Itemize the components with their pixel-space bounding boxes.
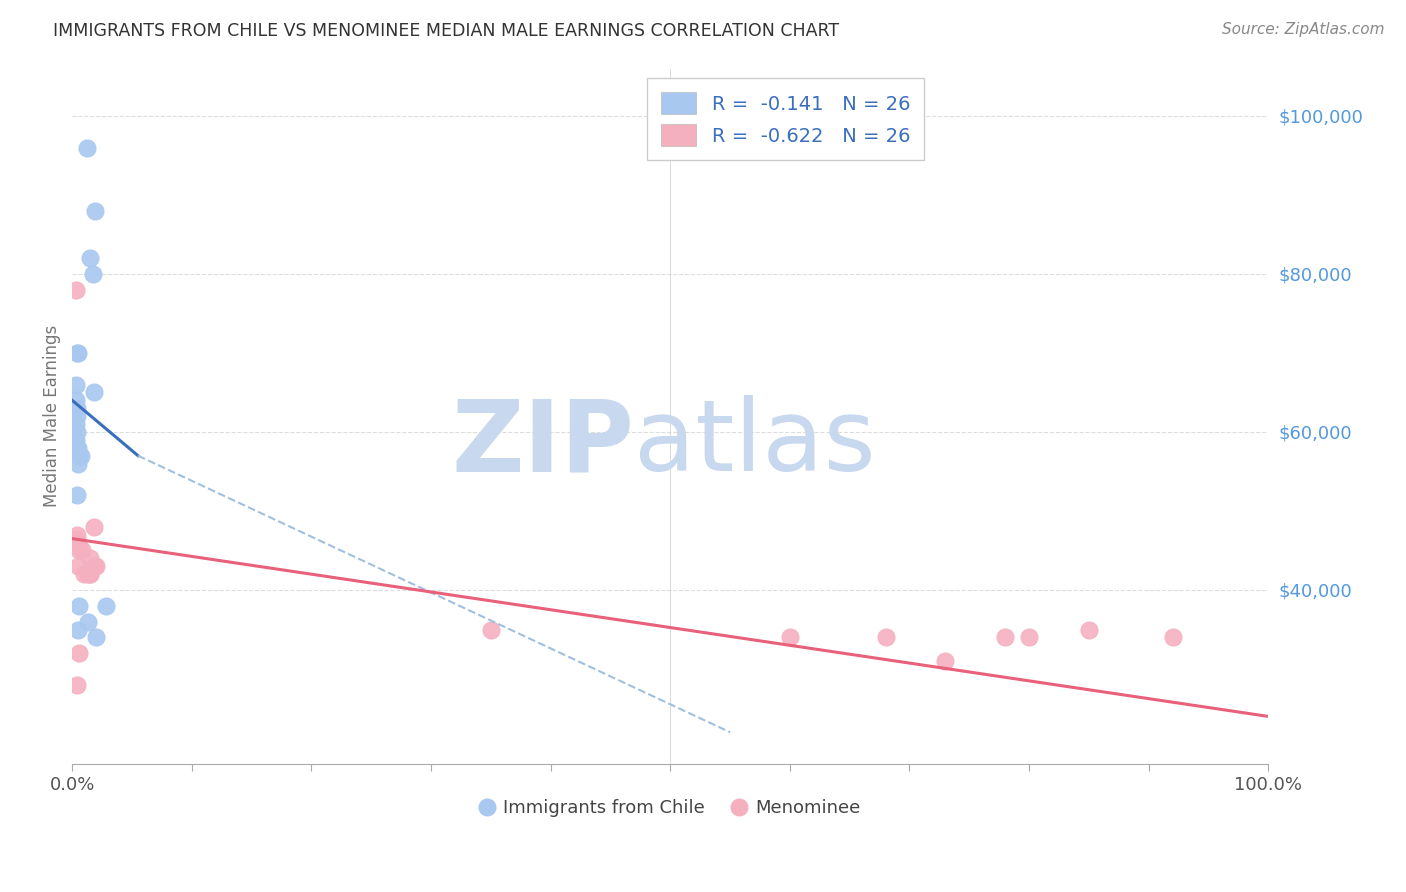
Point	[67, 599, 90, 613]
Text: IMMIGRANTS FROM CHILE VS MENOMINEE MEDIAN MALE EARNINGS CORRELATION CHART: IMMIGRANTS FROM CHILE VS MENOMINEE MEDIA…	[53, 22, 839, 40]
Point	[66, 425, 89, 439]
Point	[67, 444, 90, 458]
Point	[65, 532, 87, 546]
Point	[76, 567, 98, 582]
Point	[82, 267, 104, 281]
Point	[84, 203, 107, 218]
Point	[479, 623, 502, 637]
Point	[65, 433, 87, 447]
Point	[1018, 631, 1040, 645]
Point	[66, 409, 89, 424]
Point	[67, 441, 90, 455]
Point	[994, 631, 1017, 645]
Point	[66, 535, 89, 549]
Point	[70, 543, 93, 558]
Point	[83, 559, 105, 574]
Point	[67, 646, 90, 660]
Point	[66, 441, 89, 455]
Point	[79, 567, 101, 582]
Point	[67, 623, 90, 637]
Point	[65, 283, 87, 297]
Point	[779, 631, 801, 645]
Point	[76, 615, 98, 629]
Point	[79, 567, 101, 582]
Point	[66, 488, 89, 502]
Text: ZIP: ZIP	[451, 395, 634, 492]
Point	[66, 678, 89, 692]
Point	[73, 567, 96, 582]
Point	[66, 346, 89, 360]
Point	[79, 551, 101, 566]
Point	[65, 377, 87, 392]
Point	[875, 631, 897, 645]
Point	[67, 457, 90, 471]
Point	[65, 417, 87, 431]
Point	[67, 449, 90, 463]
Point	[69, 449, 91, 463]
Point	[934, 654, 956, 668]
Text: Source: ZipAtlas.com: Source: ZipAtlas.com	[1222, 22, 1385, 37]
Y-axis label: Median Male Earnings: Median Male Earnings	[44, 325, 60, 508]
Point	[67, 559, 90, 574]
Point	[76, 140, 98, 154]
Text: atlas: atlas	[634, 395, 876, 492]
Point	[67, 346, 90, 360]
Point	[79, 251, 101, 265]
Point	[94, 599, 117, 613]
Point	[83, 385, 105, 400]
Point	[65, 393, 87, 408]
Point	[84, 631, 107, 645]
Point	[1077, 623, 1099, 637]
Point	[67, 535, 90, 549]
Point	[83, 520, 105, 534]
Point	[1161, 631, 1184, 645]
Point	[66, 401, 89, 416]
Legend: Immigrants from Chile, Menominee: Immigrants from Chile, Menominee	[472, 792, 868, 824]
Point	[66, 527, 89, 541]
Point	[67, 543, 90, 558]
Point	[84, 559, 107, 574]
